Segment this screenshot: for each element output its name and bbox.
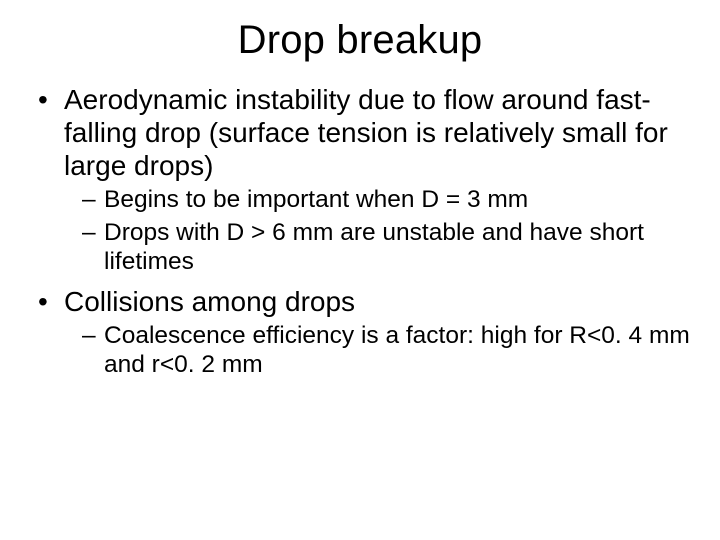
slide: Drop breakup Aerodynamic instability due… — [0, 0, 720, 540]
list-item: Collisions among drops Coalescence effic… — [38, 285, 690, 380]
bullet-text: Aerodynamic instability due to flow arou… — [64, 84, 668, 181]
list-item: Aerodynamic instability due to flow arou… — [38, 83, 690, 277]
list-item: Begins to be important when D = 3 mm — [82, 186, 690, 215]
bullet-text: Coalescence efficiency is a factor: high… — [104, 322, 690, 378]
bullet-text: Drops with D > 6 mm are unstable and hav… — [104, 219, 644, 275]
bullet-list: Aerodynamic instability due to flow arou… — [38, 83, 690, 380]
list-item: Drops with D > 6 mm are unstable and hav… — [82, 219, 690, 277]
sub-bullet-list: Begins to be important when D = 3 mm Dro… — [82, 186, 690, 277]
list-item: Coalescence efficiency is a factor: high… — [82, 322, 690, 380]
bullet-text: Collisions among drops — [64, 286, 355, 317]
slide-title: Drop breakup — [30, 18, 690, 63]
bullet-text: Begins to be important when D = 3 mm — [104, 186, 528, 213]
sub-bullet-list: Coalescence efficiency is a factor: high… — [82, 322, 690, 380]
